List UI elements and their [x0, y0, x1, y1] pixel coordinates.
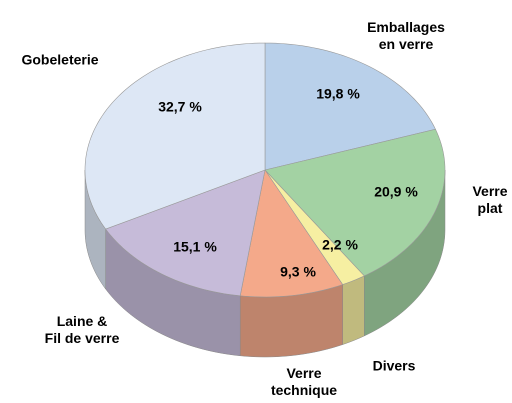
value-label: 19,8 % — [316, 86, 360, 102]
category-label: Laine & Fil de verre — [44, 313, 120, 346]
value-label: 20,9 % — [374, 184, 418, 200]
slice — [105, 169, 266, 297]
category-label: Gobeleterie — [21, 51, 99, 68]
slice — [264, 169, 365, 285]
slice — [239, 169, 344, 298]
value-label: 9,3 % — [280, 264, 316, 280]
category-label: Verre technique — [270, 365, 338, 398]
category-label: Verre plat — [472, 183, 508, 216]
slice — [84, 42, 266, 230]
value-label: 32,7 % — [158, 99, 202, 115]
slice-side — [342, 275, 365, 345]
category-label: Divers — [372, 357, 416, 374]
slice — [264, 42, 436, 171]
category-label: Emballages en verre — [367, 19, 445, 52]
value-label: 15,1 % — [173, 239, 217, 255]
slice — [264, 128, 446, 277]
value-label: 2,2 % — [322, 237, 358, 253]
